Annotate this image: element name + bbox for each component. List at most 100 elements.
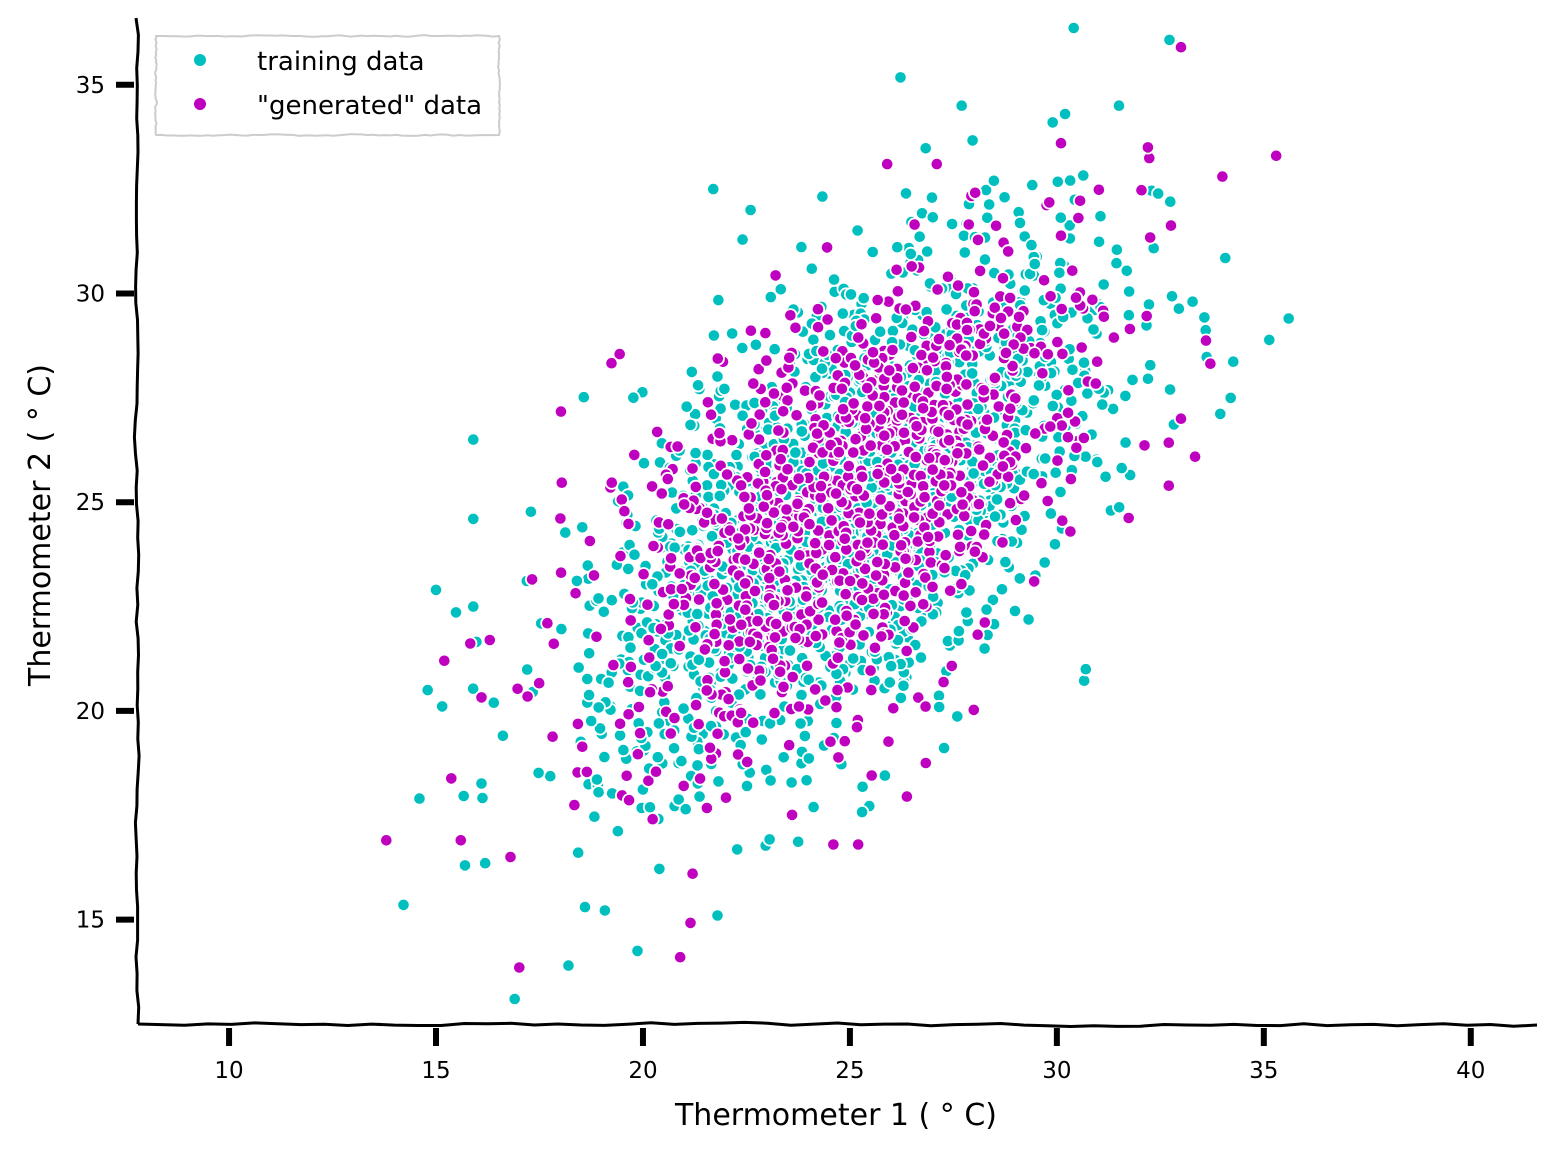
generated-data-point xyxy=(783,308,798,323)
generated-data-point xyxy=(623,659,639,675)
generated-data-point xyxy=(918,755,933,771)
generated-data-point xyxy=(854,317,869,332)
training-data-point xyxy=(735,340,750,356)
training-data-point xyxy=(763,773,778,788)
training-data-point xyxy=(577,899,593,915)
generated-data-point xyxy=(808,536,823,551)
training-data-point xyxy=(717,381,732,396)
training-data-point xyxy=(986,173,1002,188)
x-axis-ticks: 10 15 20 25 30 35 40 xyxy=(214,1028,1485,1084)
generated-data-point xyxy=(1028,426,1043,441)
training-data-point xyxy=(684,364,699,379)
training-data-point xyxy=(676,701,691,716)
generated-data-point xyxy=(828,486,844,501)
training-data-point xyxy=(739,778,755,794)
training-data-point xyxy=(959,605,974,620)
training-data-point xyxy=(998,554,1013,570)
training-data-point xyxy=(826,272,842,287)
generated-data-point xyxy=(870,292,885,308)
generated-data-point xyxy=(1063,471,1079,487)
generated-data-point xyxy=(995,459,1011,474)
generated-data-point xyxy=(1043,419,1058,434)
generated-data-point xyxy=(790,496,805,511)
training-data-point xyxy=(1226,354,1241,369)
generated-data-point xyxy=(1068,290,1084,305)
generated-data-point xyxy=(758,325,773,341)
generated-data-point xyxy=(993,310,1009,326)
training-data-point xyxy=(604,593,619,608)
generated-data-point xyxy=(821,537,837,553)
training-data-point xyxy=(944,216,960,232)
generated-data-point xyxy=(604,356,619,371)
training-data-point xyxy=(925,210,940,225)
generated-data-point xyxy=(952,539,968,555)
training-data-point xyxy=(754,732,769,747)
training-data-point xyxy=(762,832,777,847)
training-data-point xyxy=(1048,465,1063,480)
generated-data-point xyxy=(1027,574,1042,589)
generated-data-point xyxy=(774,482,789,497)
training-data-point xyxy=(672,524,688,540)
training-data-point xyxy=(822,327,838,343)
generated-data-point xyxy=(782,738,797,753)
training-data-point xyxy=(1143,358,1158,373)
generated-data-point xyxy=(868,568,884,583)
generated-data-point xyxy=(1090,354,1105,369)
generated-data-point xyxy=(1008,512,1024,528)
training-data-point xyxy=(678,802,693,817)
generated-data-point xyxy=(907,379,922,394)
generated-data-point xyxy=(784,807,800,823)
training-data-point xyxy=(1218,250,1233,266)
training-data-point xyxy=(1017,283,1032,298)
generated-data-point xyxy=(746,715,761,730)
training-data-point xyxy=(612,728,628,743)
training-data-point xyxy=(580,558,595,573)
generated-data-point xyxy=(758,395,773,410)
training-data-point xyxy=(621,561,636,577)
generated-data-point xyxy=(640,597,655,612)
x-tick-label: 15 xyxy=(421,1058,450,1084)
generated-data-point xyxy=(724,433,740,448)
generated-data-point xyxy=(1054,301,1069,317)
generated-data-point xyxy=(1134,183,1149,198)
generated-data-point xyxy=(964,523,979,539)
generated-data-point xyxy=(1137,438,1152,453)
training-data-point xyxy=(1053,484,1068,500)
training-data-point xyxy=(655,646,670,662)
training-data-point xyxy=(591,591,606,606)
training-data-point xyxy=(1076,168,1091,183)
generated-data-point xyxy=(860,399,875,414)
training-data-point xyxy=(1140,371,1156,386)
generated-data-point xyxy=(881,734,896,749)
generated-data-point xyxy=(718,790,734,805)
training-data-point xyxy=(710,908,725,923)
y-axis-ticks: 15 20 25 30 35 xyxy=(76,73,134,934)
training-data-point xyxy=(987,509,1003,524)
generated-data-point xyxy=(931,331,947,347)
legend-marker-generated xyxy=(194,98,206,110)
training-data-point xyxy=(1096,277,1111,292)
generated-data-point xyxy=(940,269,956,284)
generated-data-point xyxy=(780,583,795,598)
training-data-point xyxy=(1047,537,1063,552)
generated-data-point xyxy=(714,511,730,526)
training-data-point xyxy=(581,687,597,703)
generated-data-point xyxy=(1140,140,1156,155)
x-tick-label: 40 xyxy=(1456,1058,1485,1084)
generated-data-point xyxy=(621,675,636,690)
generated-data-point xyxy=(918,570,933,585)
generated-data-point xyxy=(699,505,715,520)
generated-data-point xyxy=(823,734,838,749)
generated-data-point xyxy=(860,380,875,396)
generated-data-point xyxy=(979,412,995,427)
training-data-point xyxy=(1163,382,1178,397)
training-data-point xyxy=(700,447,715,462)
generated-data-point xyxy=(802,454,817,470)
generated-data-point xyxy=(967,304,982,319)
generated-data-point xyxy=(766,505,782,520)
generated-data-point xyxy=(799,658,815,673)
training-data-point xyxy=(597,749,612,765)
generated-data-point xyxy=(890,284,906,299)
generated-data-point xyxy=(697,642,713,657)
generated-data-point xyxy=(789,408,804,423)
